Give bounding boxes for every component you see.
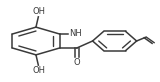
Text: OH: OH [33, 7, 46, 16]
Text: O: O [74, 58, 80, 67]
Text: NH: NH [69, 29, 82, 38]
Text: OH: OH [33, 66, 46, 75]
